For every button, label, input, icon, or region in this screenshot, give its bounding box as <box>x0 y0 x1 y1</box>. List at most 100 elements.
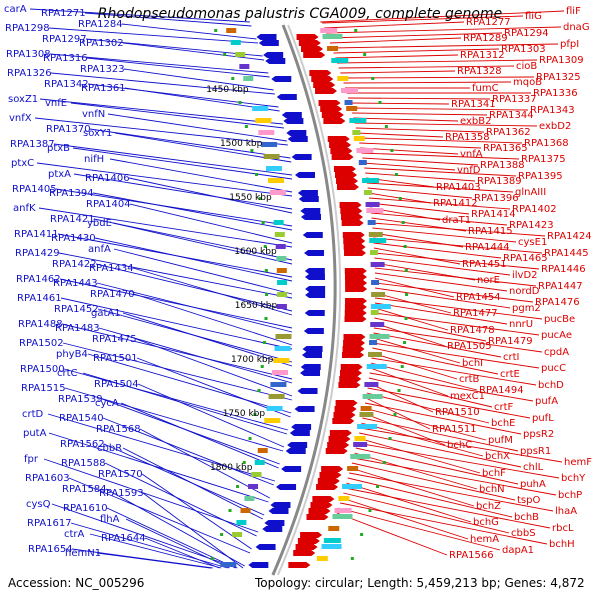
reverse-gene-arrow <box>276 94 297 100</box>
gene-feature-block <box>321 544 342 549</box>
right-callout-line <box>374 252 540 270</box>
forward-gene-arrow <box>311 76 334 82</box>
right-gene-label: RPA1337 <box>492 94 537 105</box>
left-gene-label: RPA1570 <box>98 469 143 480</box>
forward-gene-arrow <box>309 70 332 76</box>
left-callout-line <box>129 203 293 244</box>
gene-feature-block <box>251 472 262 477</box>
left-gene-label: RPA1411 <box>14 229 59 240</box>
left-gene-label: RPA1568 <box>96 424 141 435</box>
right-gene-label: RPA1336 <box>533 88 578 99</box>
reverse-gene-arrow <box>270 502 291 508</box>
left-gene-label: RPA1394 <box>49 188 94 199</box>
forward-gene-arrow <box>343 238 366 244</box>
track-tick-dot <box>228 509 232 512</box>
right-gene-label: RPA1389 <box>477 176 522 187</box>
track-tick-dot <box>393 413 397 416</box>
left-callout-line <box>95 263 293 312</box>
track-tick-dot <box>255 173 259 176</box>
left-callout-line <box>86 57 270 78</box>
right-callout-line <box>351 462 516 501</box>
forward-gene-arrow <box>332 418 355 424</box>
forward-gene-arrow <box>327 136 350 142</box>
reverse-gene-arrow <box>301 214 322 220</box>
gene-feature-block <box>371 280 380 285</box>
reverse-gene-arrow <box>268 508 289 514</box>
track-tick-dot <box>397 389 401 392</box>
forward-gene-arrow <box>312 496 335 502</box>
right-gene-label: crtF <box>494 402 514 413</box>
forward-gene-arrow <box>344 316 367 322</box>
gene-feature-block <box>368 232 383 237</box>
left-callout-line <box>92 192 293 231</box>
gene-feature-block <box>344 100 353 105</box>
track-tick-dot <box>376 485 380 488</box>
left-gene-label: nifH <box>84 154 104 165</box>
right-gene-label: draT1 <box>442 215 471 226</box>
forward-gene-arrow <box>321 466 344 472</box>
right-gene-label: mexC1 <box>450 391 485 402</box>
left-callout-line <box>84 12 252 27</box>
gene-feature-block <box>357 424 378 429</box>
right-callout-line <box>372 342 540 369</box>
right-gene-label: RPA1325 <box>536 72 581 83</box>
gene-feature-block <box>360 406 372 411</box>
gene-feature-block <box>226 28 237 33</box>
right-gene-label: rbcL <box>552 523 574 534</box>
right-gene-label: RPA1303 <box>501 44 546 55</box>
right-callout-line <box>331 43 559 49</box>
right-gene-label: RPA1445 <box>544 248 589 259</box>
right-gene-label: mqoB <box>513 77 542 88</box>
right-gene-label: RPA1454 <box>456 292 501 303</box>
left-callout-line <box>89 128 291 159</box>
gene-feature-block <box>370 322 385 327</box>
left-gene-label: RPA1461 <box>17 293 62 304</box>
right-callout-line <box>355 447 519 485</box>
gene-feature-block <box>342 484 363 489</box>
right-gene-label: pfpI <box>560 39 579 50</box>
reverse-gene-arrow <box>265 58 286 64</box>
right-gene-label: RPA1415 <box>468 226 513 237</box>
track-tick-dot <box>263 341 267 344</box>
right-callout-line <box>365 172 476 182</box>
right-gene-label: crtB <box>459 374 480 385</box>
left-gene-label: RPA1323 <box>80 64 125 75</box>
right-gene-label: RPA1388 <box>480 160 525 171</box>
forward-gene-arrow <box>343 334 366 340</box>
topology-summary-text: Topology: circular; Length: 5,459,213 bp… <box>255 576 585 590</box>
left-callout-line <box>49 53 269 74</box>
track-tick-dot <box>404 269 408 272</box>
left-gene-label: RPA1370 <box>46 124 91 135</box>
left-gene-label: RPA1504 <box>94 379 139 390</box>
gene-feature-block <box>258 130 275 135</box>
left-callout-line <box>82 372 288 435</box>
right-gene-label: bchX <box>485 451 510 462</box>
forward-gene-arrow <box>344 304 367 310</box>
accession-text: Accession: NC_005296 <box>8 576 145 590</box>
reverse-gene-arrow <box>281 466 302 472</box>
track-tick-dot <box>260 365 264 368</box>
left-gene-label: cycA <box>95 398 119 409</box>
gene-feature-block <box>366 208 384 213</box>
right-gene-label: RPA1510 <box>435 407 480 418</box>
right-gene-label: RPA1444 <box>465 242 510 253</box>
left-gene-label: RPA1515 <box>21 383 66 394</box>
kbp-marker-label: 1450 kbp <box>206 85 249 95</box>
gene-feature-block <box>323 538 341 543</box>
right-callout-line <box>338 507 501 551</box>
kbp-marker-label: 1600 kbp <box>234 247 277 257</box>
forward-gene-arrow <box>335 172 358 178</box>
reverse-gene-arrow <box>297 388 318 394</box>
backbone-outer <box>271 24 337 576</box>
gene-feature-block <box>275 334 292 339</box>
right-callout-line <box>369 202 470 215</box>
right-gene-label: nordD <box>509 286 540 297</box>
right-callout-line <box>370 367 449 397</box>
kbp-marker-label: 1550 kbp <box>229 193 272 203</box>
gene-feature-block <box>257 448 268 453</box>
right-callout-line <box>352 112 488 116</box>
gene-feature-block <box>255 118 272 123</box>
track-tick-dot <box>250 149 254 152</box>
kbp-marker-label: 1650 kbp <box>235 301 278 311</box>
reverse-gene-arrow <box>286 130 307 136</box>
